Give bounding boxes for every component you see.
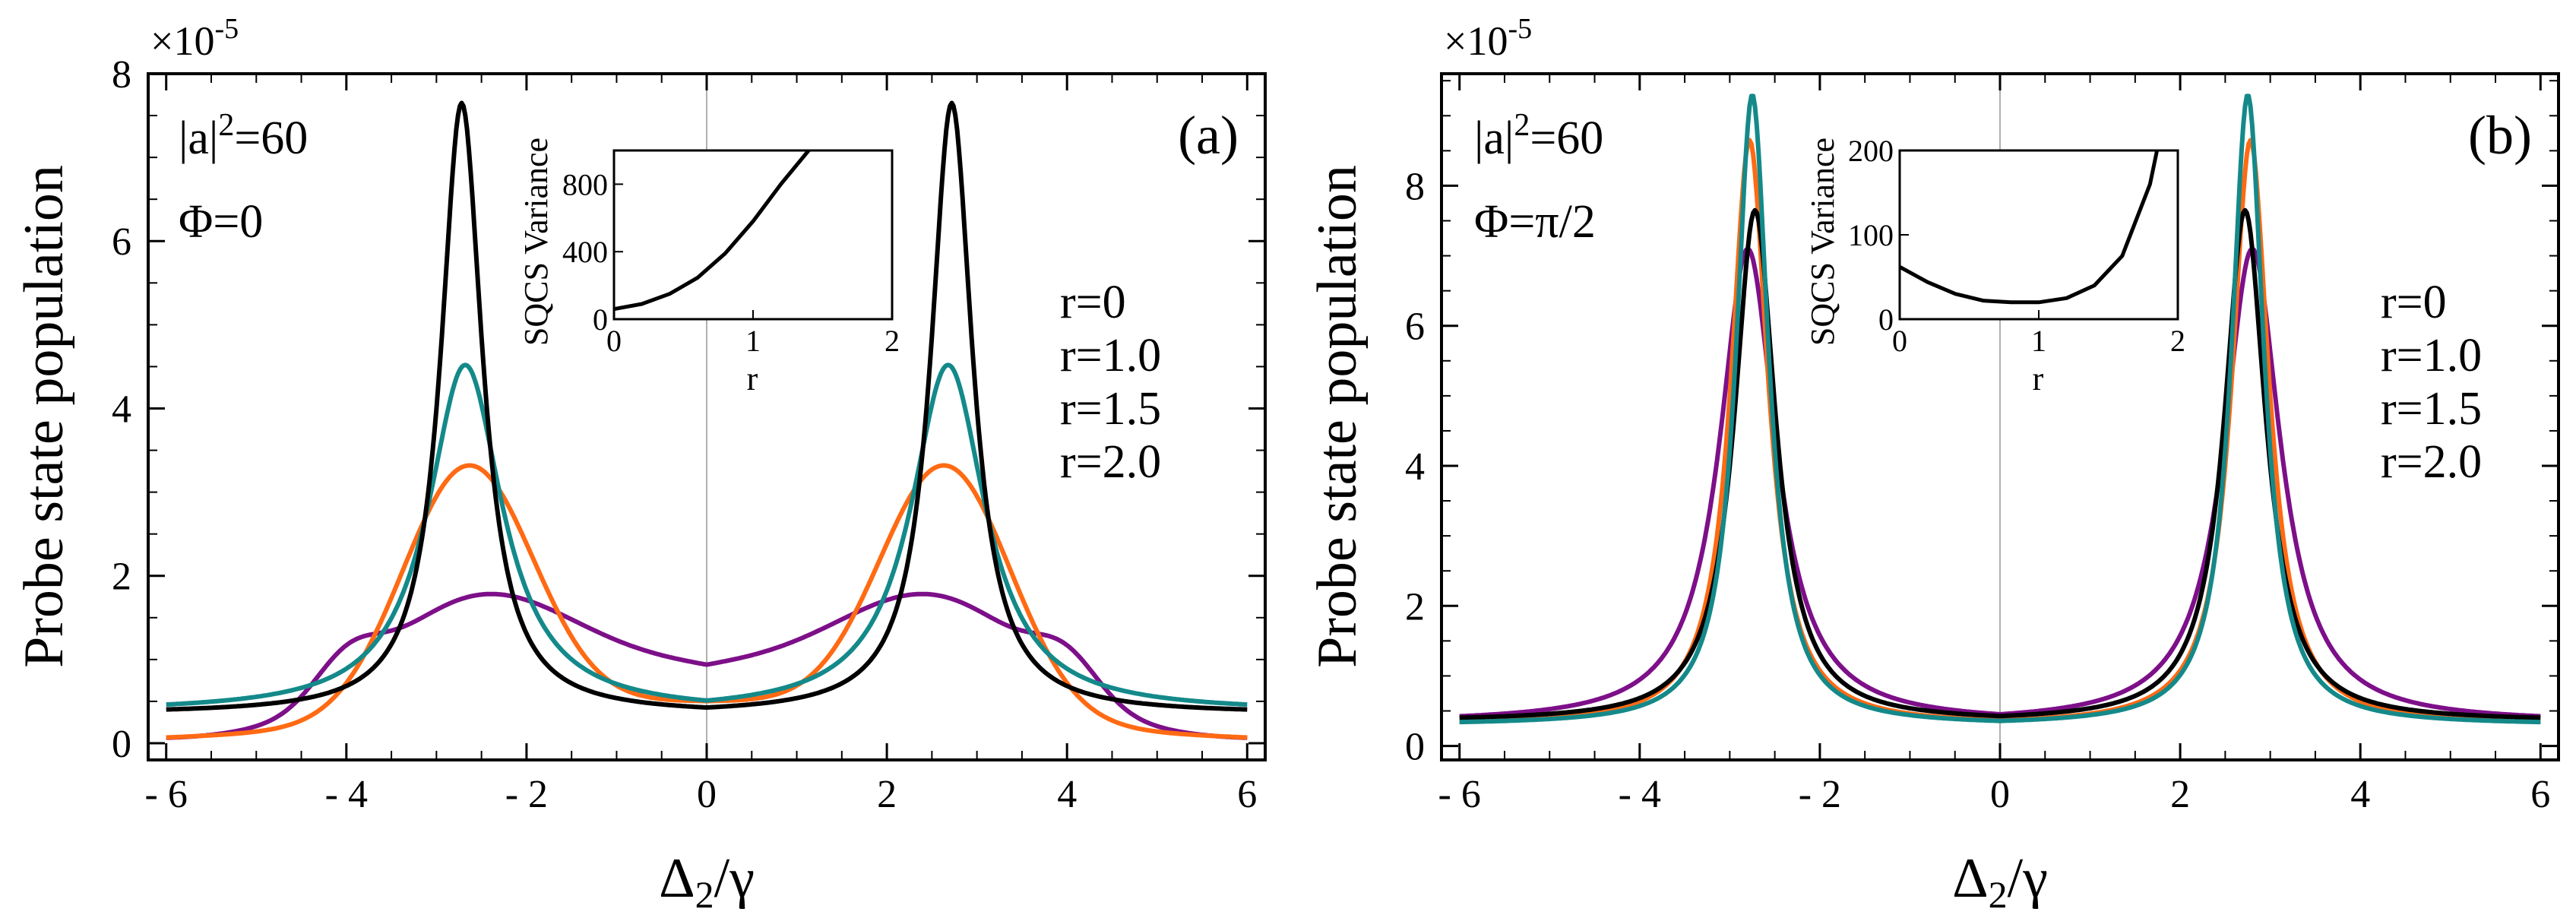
y-tick-label: 0 <box>1405 726 1425 769</box>
y-tick-label: 6 <box>1405 305 1425 349</box>
inset-y-tick-label: 100 <box>1848 218 1894 252</box>
series-line-r0 <box>1459 207 2541 720</box>
panel-a-legend-r1: r=1.0 <box>1060 330 1161 381</box>
panel-b-series <box>1459 93 2541 725</box>
x-tick-label: - 6 <box>145 773 188 816</box>
panel-a-label: (a) <box>1178 105 1239 166</box>
series-line-r1 <box>166 362 1248 707</box>
x-tick-label: - 6 <box>1438 773 1481 816</box>
panel-b-inset-series <box>1898 150 2160 305</box>
x-tick-label: 0 <box>1990 773 2010 816</box>
panel-b-multiplier: ×10-5 <box>1444 13 1532 64</box>
panel-a-amplitude-annotation: |a|2=60 <box>179 108 308 164</box>
series-line-r0 <box>166 100 1248 712</box>
y-tick-label: 0 <box>112 723 131 766</box>
panel-a-legend-r2: r=2.0 <box>1060 436 1161 488</box>
panel-a-inset: 0 1 2 0 400 800 SQCS Variance r <box>517 138 900 397</box>
inset-y-tick-label: 0 <box>593 302 608 337</box>
inset-y-tick-label: 200 <box>1848 134 1894 168</box>
x-tick-label: 6 <box>1237 773 1257 816</box>
panel-b-label: (b) <box>2468 105 2532 166</box>
panel-b-legend-r1: r=1.0 <box>2381 330 2482 381</box>
panel-b-legend: r=0 r=1.0 r=1.5 r=2.0 <box>2381 277 2482 488</box>
series-line-r2 <box>166 591 1248 740</box>
panel-b-legend-r2: r=2.0 <box>2381 436 2482 488</box>
panel-a-multiplier: ×10-5 <box>150 13 239 64</box>
y-tick-label: 4 <box>1405 445 1425 489</box>
panel-b-inset: 0 1 2 0 100 200 SQCS Variance r <box>1804 134 2185 397</box>
inset-y-tick-label: 0 <box>1878 302 1894 337</box>
y-tick-label: 2 <box>112 556 131 599</box>
inset-variance-line <box>613 149 811 312</box>
y-tick-label: 4 <box>112 388 131 431</box>
panel-b-inset-ylabel: SQCS Variance <box>1804 138 1841 346</box>
inset-y-tick-label: 400 <box>562 235 608 269</box>
x-tick-label: 6 <box>2530 773 2550 816</box>
panel-a-inset-ticks: 0 1 2 0 400 800 <box>562 167 900 358</box>
panel-b-phase-annotation: Φ=π/2 <box>1474 196 1596 248</box>
inset-x-tick-label: 2 <box>885 324 900 358</box>
inset-y-tick-label: 800 <box>562 167 608 201</box>
x-tick-label: 0 <box>697 773 717 816</box>
inset-x-tick-label: 1 <box>745 324 761 358</box>
x-tick-label: - 4 <box>1619 773 1661 816</box>
panel-b-legend-r0: r=0 <box>2381 277 2447 328</box>
y-tick-label: 8 <box>1405 165 1425 208</box>
x-tick-label: - 4 <box>325 773 368 816</box>
panel-a-legend-r0: r=0 <box>1060 277 1126 328</box>
panel-a-legend-r15: r=1.5 <box>1060 383 1161 435</box>
inset-x-tick-label: 1 <box>2031 324 2046 358</box>
panel-a-ticks: - 6 - 4 - 2 0 2 4 6 0 2 4 6 8 <box>112 53 1265 816</box>
x-tick-label: - 2 <box>1799 773 1841 816</box>
panel-a-phase-annotation: Φ=0 <box>179 196 263 248</box>
panel-a-series <box>166 100 1248 740</box>
panel-a-inset-series <box>613 149 811 312</box>
x-tick-label: 2 <box>2170 773 2190 816</box>
panel-a-legend: r=0 r=1.0 r=1.5 r=2.0 <box>1060 277 1161 488</box>
panel-b-ylabel: Probe state population <box>1306 165 1369 668</box>
panel-b-inset-ticks: 0 1 2 0 100 200 <box>1848 134 2185 358</box>
x-tick-label: 4 <box>2350 773 2370 816</box>
panel-b-amplitude-annotation: |a|2=60 <box>1474 108 1603 164</box>
series-line-r1 <box>1459 93 2541 725</box>
x-tick-label: - 2 <box>505 773 548 816</box>
panel-b-xlabel: Δ2/γ <box>1952 847 2048 916</box>
inset-x-tick-label: 2 <box>2170 324 2185 358</box>
panel-a-inset-xlabel: r <box>747 360 758 397</box>
x-tick-label: 4 <box>1057 773 1077 816</box>
panel-a-inset-background <box>614 150 892 319</box>
y-tick-label: 6 <box>112 220 131 264</box>
panel-b-inset-xlabel: r <box>2033 360 2044 397</box>
y-tick-label: 2 <box>1405 585 1425 628</box>
panel-b-ticks: - 6 - 4 - 2 0 2 4 6 0 2 4 6 8 <box>1405 74 2559 816</box>
panel-a-xlabel: Δ2/γ <box>659 847 755 916</box>
y-tick-label: 8 <box>112 53 131 97</box>
panel-a-inset-ylabel: SQCS Variance <box>517 138 555 346</box>
panel-b-legend-r15: r=1.5 <box>2381 383 2482 435</box>
panel-b: - 6 - 4 - 2 0 2 4 6 0 2 4 6 8 ×10-5 Probe state pop… <box>1306 13 2560 916</box>
panel-b-inset-background <box>1900 150 2178 319</box>
inset-x-tick-label: 0 <box>1892 324 1907 358</box>
inset-variance-line <box>1898 150 2160 305</box>
panel-a-ylabel: Probe state population <box>13 165 75 668</box>
inset-x-tick-label: 0 <box>606 324 622 358</box>
x-tick-label: 2 <box>877 773 897 816</box>
panel-a: - 6 - 4 - 2 0 2 4 6 0 2 4 6 8 ×10-5 Probe state pop… <box>13 13 1267 916</box>
